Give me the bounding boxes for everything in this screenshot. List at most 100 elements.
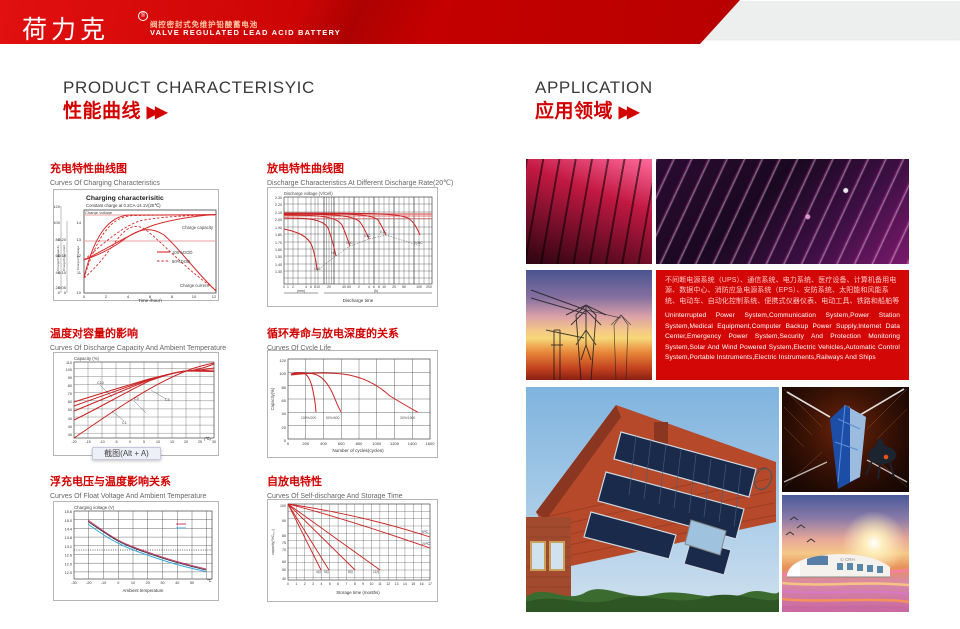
svg-text:1.40: 1.40 (275, 263, 282, 267)
svg-text:11月: 11月 (373, 570, 380, 574)
svg-text:Time (hour): Time (hour) (138, 298, 162, 302)
svg-text:70: 70 (282, 548, 286, 552)
svg-text:2.00: 2.00 (275, 218, 282, 222)
svg-text:0.15: 0.15 (58, 253, 67, 258)
svg-text:60: 60 (68, 400, 72, 404)
svg-text:13.8: 13.8 (65, 536, 72, 540)
svg-text:11: 11 (77, 270, 82, 275)
svg-text:50: 50 (68, 408, 72, 412)
svg-text:20: 20 (282, 425, 287, 430)
svg-text:14: 14 (77, 220, 82, 225)
svg-text:50: 50 (190, 581, 194, 585)
svg-text:75: 75 (282, 541, 286, 545)
svg-text:13.2: 13.2 (65, 545, 72, 549)
svg-text:℃: ℃ (207, 579, 212, 583)
svg-text:9: 9 (362, 582, 364, 586)
svg-text:80: 80 (68, 384, 72, 388)
svg-text:60: 60 (347, 285, 351, 289)
svg-text:40: 40 (342, 285, 346, 289)
svg-text:15.6: 15.6 (65, 510, 72, 514)
svg-text:5月: 5月 (324, 570, 329, 574)
svg-text:12.6: 12.6 (65, 554, 72, 558)
svg-text:10: 10 (316, 285, 320, 289)
svg-text:0: 0 (64, 290, 67, 295)
svg-text:100: 100 (279, 371, 286, 376)
svg-text:2.30: 2.30 (275, 196, 282, 200)
svg-text:4: 4 (368, 285, 370, 289)
svg-text:40: 40 (68, 425, 72, 429)
svg-text:70: 70 (68, 392, 72, 396)
svg-text:Discharge voltage (V/Cell): Discharge voltage (V/Cell) (284, 191, 333, 196)
svg-text:C5: C5 (165, 398, 170, 402)
svg-text:0.05C: 0.05C (414, 241, 423, 245)
svg-text:30: 30 (212, 440, 216, 444)
svg-text:(℃): (℃) (204, 437, 212, 441)
svg-text:90: 90 (282, 519, 286, 523)
svg-text:0.3C: 0.3C (364, 234, 371, 238)
svg-text:10: 10 (131, 581, 135, 585)
svg-text:1: 1 (295, 582, 297, 586)
svg-text:10: 10 (382, 285, 386, 289)
svg-text:10: 10 (156, 440, 160, 444)
svg-text:110: 110 (66, 361, 72, 365)
svg-text:7: 7 (346, 582, 348, 586)
svg-text:6: 6 (310, 285, 312, 289)
svg-text:50: 50 (402, 285, 406, 289)
svg-text:100: 100 (416, 285, 422, 289)
svg-text:12: 12 (77, 253, 82, 258)
svg-text:40: 40 (282, 577, 286, 581)
svg-text:Charge current: Charge current (180, 283, 209, 288)
svg-text:16: 16 (420, 582, 424, 586)
svg-text:17: 17 (428, 582, 432, 586)
svg-text:10: 10 (192, 294, 197, 299)
svg-text:13: 13 (77, 237, 82, 242)
svg-text:Charging characterisitic: Charging characterisitic (86, 195, 164, 202)
svg-text:2: 2 (292, 285, 294, 289)
svg-text:30%/1500: 30%/1500 (400, 416, 415, 420)
svg-text:30: 30 (160, 581, 164, 585)
svg-text:40: 40 (68, 433, 72, 437)
svg-text:4: 4 (320, 582, 322, 586)
svg-text:40: 40 (282, 411, 287, 416)
svg-text:100%/200: 100%/200 (301, 416, 316, 420)
svg-text:0.5C: 0.5C (346, 241, 353, 245)
svg-text:0: 0 (283, 285, 285, 289)
svg-text:4: 4 (127, 294, 130, 299)
svg-text:15.0: 15.0 (65, 519, 72, 523)
svg-text:Capacity(%): Capacity(%) (270, 387, 275, 410)
svg-text:-10: -10 (99, 440, 104, 444)
svg-text:-20: -20 (71, 440, 76, 444)
svg-text:C3: C3 (134, 397, 139, 401)
svg-text:60: 60 (282, 560, 286, 564)
svg-text:0.20: 0.20 (58, 237, 67, 242)
svg-text:12: 12 (212, 294, 217, 299)
svg-text:Number of cycles(cycles): Number of cycles(cycles) (332, 448, 384, 453)
svg-text:0: 0 (117, 581, 119, 585)
svg-text:(min): (min) (297, 289, 305, 293)
svg-text:15: 15 (411, 582, 415, 586)
svg-text:Ambient temperature: Ambient temperature (123, 588, 165, 593)
svg-text:400: 400 (320, 441, 327, 446)
svg-text:2.20: 2.20 (275, 203, 282, 207)
svg-text:0: 0 (287, 441, 290, 446)
svg-text:Discharge time: Discharge time (343, 298, 374, 303)
svg-text:1.60: 1.60 (275, 248, 282, 252)
svg-text:4月: 4月 (316, 570, 321, 574)
svg-text:20: 20 (184, 440, 188, 444)
svg-text:-30: -30 (71, 581, 77, 585)
svg-text:200: 200 (426, 285, 432, 289)
svg-text:0: 0 (58, 290, 61, 295)
svg-text:(h): (h) (374, 289, 378, 293)
svg-text:120: 120 (279, 358, 286, 363)
svg-text:12.0: 12.0 (65, 571, 72, 575)
svg-text:⊙ CRH: ⊙ CRH (840, 557, 855, 562)
svg-text:80: 80 (282, 385, 287, 390)
svg-text:60: 60 (282, 398, 287, 403)
svg-text:4: 4 (305, 285, 307, 289)
svg-text:100%DOD: 100%DOD (172, 250, 193, 255)
svg-text:80: 80 (282, 534, 286, 538)
svg-text:40: 40 (68, 417, 72, 421)
svg-text:-5: -5 (114, 440, 117, 444)
svg-text:100: 100 (66, 368, 72, 372)
svg-text:40: 40 (175, 581, 179, 585)
